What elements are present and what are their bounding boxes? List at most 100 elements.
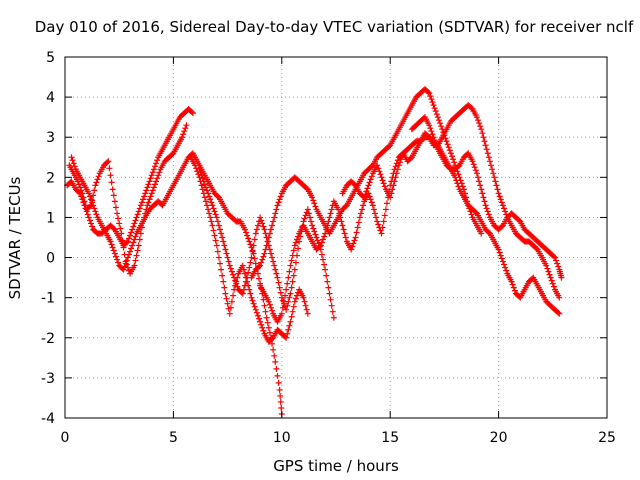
data-point — [473, 170, 480, 177]
data-point — [135, 208, 142, 215]
data-point — [435, 117, 442, 124]
data-point — [258, 259, 265, 266]
data-point — [134, 247, 141, 254]
data-point — [183, 122, 190, 129]
x-tick-label: 20 — [490, 430, 508, 446]
data-point — [266, 301, 273, 308]
data-point — [132, 217, 139, 224]
data-point — [302, 212, 309, 219]
data-point — [447, 150, 454, 157]
data-point — [78, 187, 85, 194]
data-point — [352, 234, 359, 241]
data-point — [140, 196, 147, 203]
data-point — [321, 233, 328, 240]
data-point — [318, 251, 325, 258]
data-point — [138, 199, 145, 206]
data-point — [129, 226, 136, 233]
data-point — [291, 298, 298, 305]
data-point — [350, 240, 357, 247]
data-point — [214, 218, 221, 225]
data-point — [398, 156, 405, 163]
data-point — [551, 254, 558, 261]
data-point — [127, 232, 134, 239]
data-point — [374, 218, 381, 225]
data-point — [146, 196, 153, 203]
data-point — [108, 241, 115, 248]
y-tick-label: 2 — [46, 170, 55, 186]
data-point — [434, 114, 441, 121]
data-point — [151, 163, 158, 170]
data-point — [454, 180, 461, 187]
data-point — [303, 185, 310, 192]
data-point — [79, 190, 86, 197]
data-point — [366, 193, 373, 200]
data-point — [287, 262, 294, 269]
data-point — [250, 300, 257, 307]
data-point — [246, 264, 253, 271]
data-point — [114, 256, 121, 263]
data-point — [475, 174, 482, 181]
data-point — [396, 159, 403, 166]
data-point — [326, 214, 333, 221]
data-point — [336, 210, 343, 217]
data-point — [133, 252, 140, 259]
data-point — [234, 283, 241, 290]
data-point — [231, 274, 238, 281]
data-point — [359, 206, 366, 213]
data-point — [433, 143, 440, 150]
y-tick-label: 4 — [46, 90, 55, 106]
data-point — [251, 236, 258, 243]
data-point — [451, 159, 458, 166]
data-point — [431, 137, 438, 144]
y-axis-label: SDTVAR / TECUs — [6, 176, 24, 299]
data-point — [425, 133, 432, 140]
data-point — [269, 340, 276, 347]
data-point — [477, 123, 484, 130]
data-point — [357, 210, 364, 217]
data-point — [259, 256, 266, 263]
data-point — [430, 134, 437, 141]
data-point — [329, 308, 336, 315]
axis-ticks: 0 5 10 15 20 25 -4 -3 -2 -1 0 1 2 3 4 5 — [41, 50, 616, 446]
data-point — [220, 238, 227, 245]
data-point — [289, 308, 296, 315]
data-point — [426, 90, 433, 97]
data-point — [437, 120, 444, 127]
data-point — [380, 180, 387, 187]
data-point — [248, 294, 255, 301]
data-point — [289, 278, 296, 285]
data-point — [276, 386, 283, 393]
data-point — [233, 280, 240, 287]
data-point — [431, 105, 438, 112]
data-point — [249, 297, 256, 304]
data-point — [426, 122, 433, 129]
data-point — [257, 262, 264, 269]
data-point — [70, 160, 77, 167]
data-point — [367, 196, 374, 203]
data-point — [273, 365, 280, 372]
data-point — [149, 169, 156, 176]
data-point — [472, 167, 479, 174]
data-point — [154, 175, 161, 182]
data-point — [106, 165, 113, 172]
data-point — [479, 190, 486, 197]
data-point — [213, 214, 220, 221]
data-point — [433, 111, 440, 118]
data-point — [133, 214, 140, 221]
data-point — [269, 254, 276, 261]
data-point — [427, 93, 434, 100]
data-point — [124, 238, 131, 245]
data-point — [264, 319, 271, 326]
data-point — [125, 235, 132, 242]
data-point — [364, 185, 371, 192]
data-point — [490, 170, 497, 177]
data-point — [224, 300, 231, 307]
data-point — [309, 222, 316, 229]
data-point — [323, 272, 330, 279]
data-point — [555, 309, 562, 316]
data-point — [209, 222, 216, 229]
data-point — [477, 182, 484, 189]
data-point — [368, 199, 375, 206]
data-point — [132, 257, 139, 264]
data-point — [327, 210, 334, 217]
